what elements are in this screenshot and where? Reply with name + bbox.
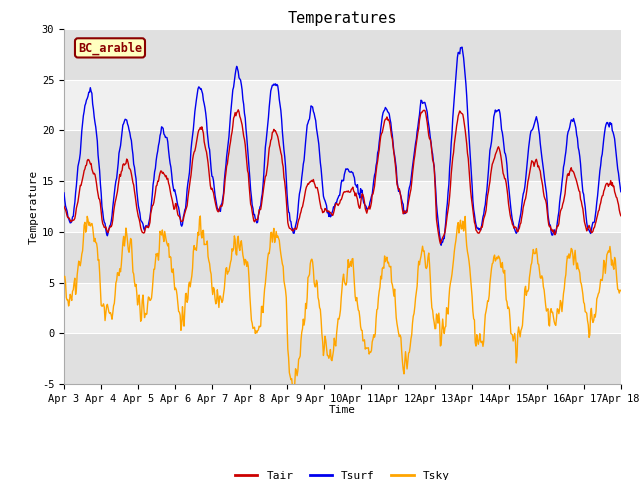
Y-axis label: Temperature: Temperature bbox=[29, 169, 39, 243]
Text: BC_arable: BC_arable bbox=[78, 41, 142, 55]
X-axis label: Time: Time bbox=[329, 405, 356, 415]
Bar bbox=[64, 130, 621, 181]
Bar bbox=[64, 333, 621, 384]
Bar bbox=[64, 232, 621, 283]
Legend: Tair, Tsurf, Tsky: Tair, Tsurf, Tsky bbox=[231, 466, 454, 480]
Bar bbox=[64, 29, 621, 80]
Title: Temperatures: Temperatures bbox=[287, 11, 397, 26]
